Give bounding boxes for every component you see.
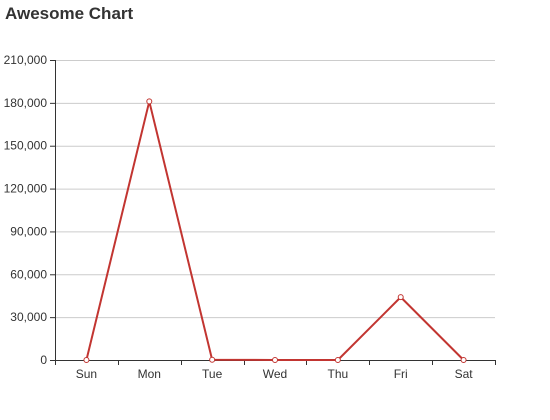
y-tick-label: 30,000 xyxy=(10,310,47,324)
y-tick-label: 120,000 xyxy=(4,182,48,196)
x-tick-label: Sun xyxy=(76,367,97,381)
data-point xyxy=(397,294,404,301)
data-point xyxy=(209,356,216,363)
y-tick-label: 90,000 xyxy=(10,224,47,238)
x-tick-label: Thu xyxy=(328,367,349,381)
data-point xyxy=(83,357,90,363)
data-point xyxy=(272,357,278,363)
data-point xyxy=(334,357,341,363)
series-line xyxy=(85,100,465,361)
x-tick-label: Tue xyxy=(202,367,223,381)
data-point xyxy=(146,98,153,105)
y-tick-label: 60,000 xyxy=(10,267,47,281)
y-tick-label: 150,000 xyxy=(4,139,48,153)
y-tick-label: 0 xyxy=(40,353,47,367)
x-tick-label: Mon xyxy=(138,367,161,381)
data-point xyxy=(460,357,467,363)
x-tick-label: Fri xyxy=(394,367,408,381)
x-tick-label: Sat xyxy=(455,367,474,381)
y-tick-label: 180,000 xyxy=(4,96,48,110)
x-tick-label: Wed xyxy=(263,367,287,381)
chart-title: Awesome Chart xyxy=(5,4,134,23)
y-tick-label: 210,000 xyxy=(4,53,48,67)
